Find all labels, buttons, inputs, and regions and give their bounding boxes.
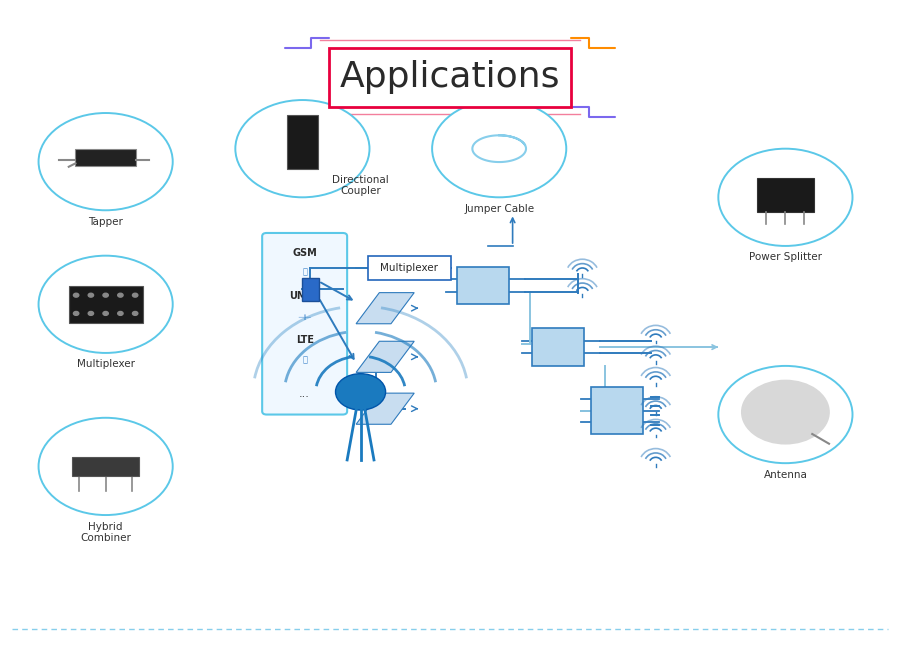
Circle shape bbox=[742, 381, 829, 443]
Circle shape bbox=[336, 373, 385, 410]
Circle shape bbox=[88, 311, 94, 315]
Text: Applications: Applications bbox=[339, 60, 560, 94]
FancyBboxPatch shape bbox=[591, 387, 644, 434]
Circle shape bbox=[118, 311, 123, 315]
FancyBboxPatch shape bbox=[532, 328, 584, 366]
FancyBboxPatch shape bbox=[302, 278, 319, 301]
Circle shape bbox=[103, 293, 108, 297]
Circle shape bbox=[118, 293, 123, 297]
FancyBboxPatch shape bbox=[72, 456, 140, 476]
FancyBboxPatch shape bbox=[329, 48, 571, 107]
Text: Hybrid
Combiner: Hybrid Combiner bbox=[80, 521, 131, 543]
Text: ⊣⊢: ⊣⊢ bbox=[297, 313, 312, 322]
FancyBboxPatch shape bbox=[457, 267, 509, 304]
Text: Power Splitter: Power Splitter bbox=[749, 252, 822, 262]
Circle shape bbox=[718, 366, 852, 463]
Circle shape bbox=[74, 311, 79, 315]
Circle shape bbox=[235, 100, 370, 198]
FancyBboxPatch shape bbox=[68, 286, 142, 322]
Text: ...: ... bbox=[299, 388, 310, 398]
Text: 📱: 📱 bbox=[302, 355, 307, 364]
FancyBboxPatch shape bbox=[757, 178, 814, 212]
Text: Antenna: Antenna bbox=[763, 470, 807, 479]
Circle shape bbox=[39, 418, 173, 515]
Text: Multiplexer: Multiplexer bbox=[76, 360, 135, 370]
FancyBboxPatch shape bbox=[76, 149, 136, 166]
Circle shape bbox=[88, 293, 94, 297]
Circle shape bbox=[39, 256, 173, 353]
Circle shape bbox=[432, 100, 566, 198]
FancyBboxPatch shape bbox=[368, 256, 451, 281]
FancyBboxPatch shape bbox=[287, 116, 318, 169]
Circle shape bbox=[132, 293, 138, 297]
Text: Jumper Cable: Jumper Cable bbox=[464, 204, 535, 214]
Text: LTE: LTE bbox=[296, 335, 314, 345]
Text: 🗼: 🗼 bbox=[302, 267, 307, 277]
Polygon shape bbox=[356, 341, 414, 372]
Circle shape bbox=[132, 311, 138, 315]
Circle shape bbox=[39, 113, 173, 211]
Text: Tapper: Tapper bbox=[88, 216, 123, 227]
Text: Multiplexer: Multiplexer bbox=[381, 263, 438, 273]
FancyBboxPatch shape bbox=[262, 233, 347, 415]
Text: Directional
Coupler: Directional Coupler bbox=[332, 175, 389, 196]
Text: GSM: GSM bbox=[292, 248, 317, 258]
Circle shape bbox=[103, 311, 108, 315]
Circle shape bbox=[718, 148, 852, 246]
Text: UMTS: UMTS bbox=[289, 291, 320, 301]
Polygon shape bbox=[356, 292, 414, 324]
Polygon shape bbox=[356, 393, 414, 424]
Circle shape bbox=[74, 293, 79, 297]
